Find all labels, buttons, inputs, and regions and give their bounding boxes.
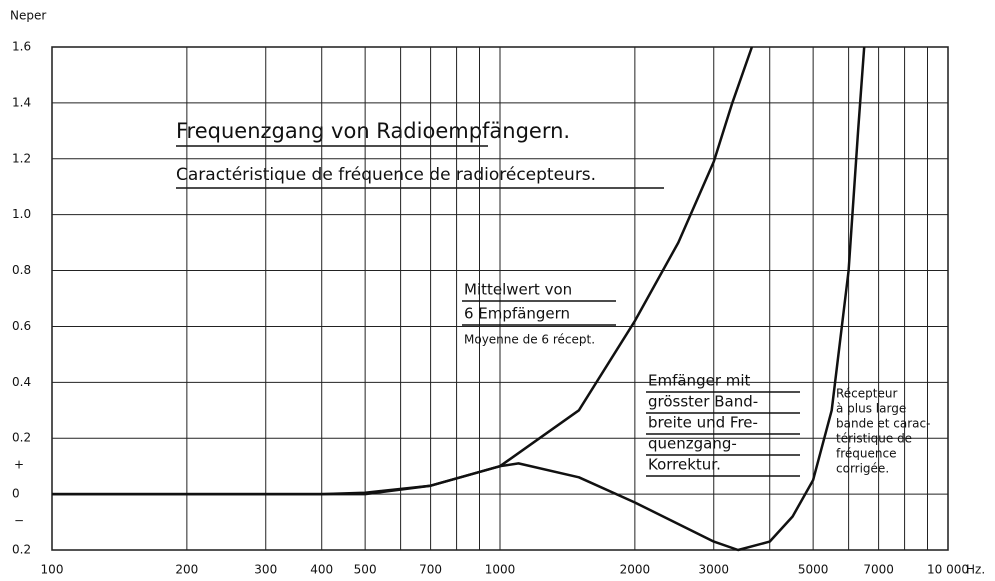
annotation: Mittelwert von bbox=[464, 281, 572, 299]
x-tick-label: 500 bbox=[354, 563, 377, 577]
annotation: fréquence bbox=[836, 447, 896, 461]
x-tick-label: 100 bbox=[41, 563, 64, 577]
chart-title: Frequenzgang von Radioempfängern. bbox=[176, 119, 570, 143]
x-tick-label: 700 bbox=[419, 563, 442, 577]
sign-minus: − bbox=[14, 514, 24, 528]
y-tick-label: 0.8 bbox=[12, 263, 31, 277]
annotation: Emfänger mit bbox=[648, 372, 751, 390]
annotation: 6 Empfängern bbox=[464, 305, 570, 323]
y-tick-label: 0.2 bbox=[12, 431, 31, 445]
y-tick-label: 0.2 bbox=[12, 543, 31, 557]
annotation: quenzgang- bbox=[648, 435, 737, 453]
x-tick-label: 10 000 bbox=[927, 563, 969, 577]
y-tick-label: 0.4 bbox=[12, 375, 31, 389]
x-tick-label: 200 bbox=[175, 563, 198, 577]
x-tick-label: 3000 bbox=[698, 563, 729, 577]
annotation: Korrektur. bbox=[648, 456, 721, 474]
x-tick-label: 300 bbox=[254, 563, 277, 577]
y-tick-label: 0.6 bbox=[12, 319, 31, 333]
y-tick-label: 0 bbox=[12, 487, 20, 501]
curve bbox=[52, 46, 866, 552]
annotation: breite und Fre- bbox=[648, 414, 758, 432]
x-tick-label: 1000 bbox=[485, 563, 516, 577]
y-axis-label: Neper bbox=[10, 9, 46, 23]
annotation: Récepteur bbox=[836, 387, 897, 401]
annotation: téristique de bbox=[836, 432, 912, 446]
annotation: corrigée. bbox=[836, 462, 889, 476]
x-tick-label: 400 bbox=[310, 563, 333, 577]
y-tick-label: 1.2 bbox=[12, 151, 31, 165]
chart-subtitle: Caractéristique de fréquence de radioréc… bbox=[176, 165, 596, 185]
annotation: bande et carac- bbox=[836, 417, 930, 431]
sign-plus: + bbox=[14, 458, 24, 472]
y-tick-label: 1.4 bbox=[12, 95, 31, 109]
annotation: Moyenne de 6 récept. bbox=[464, 333, 595, 347]
y-tick-label: 1.6 bbox=[12, 40, 31, 54]
annotation: à plus large bbox=[836, 402, 906, 416]
y-tick-label: 1.0 bbox=[12, 207, 31, 221]
annotation: grösster Band- bbox=[648, 393, 758, 411]
x-tick-label: 5000 bbox=[798, 563, 829, 577]
x-tick-label: 7000 bbox=[863, 563, 894, 577]
x-tick-label: 2000 bbox=[620, 563, 651, 577]
x-axis-label: Hz. bbox=[966, 563, 985, 577]
